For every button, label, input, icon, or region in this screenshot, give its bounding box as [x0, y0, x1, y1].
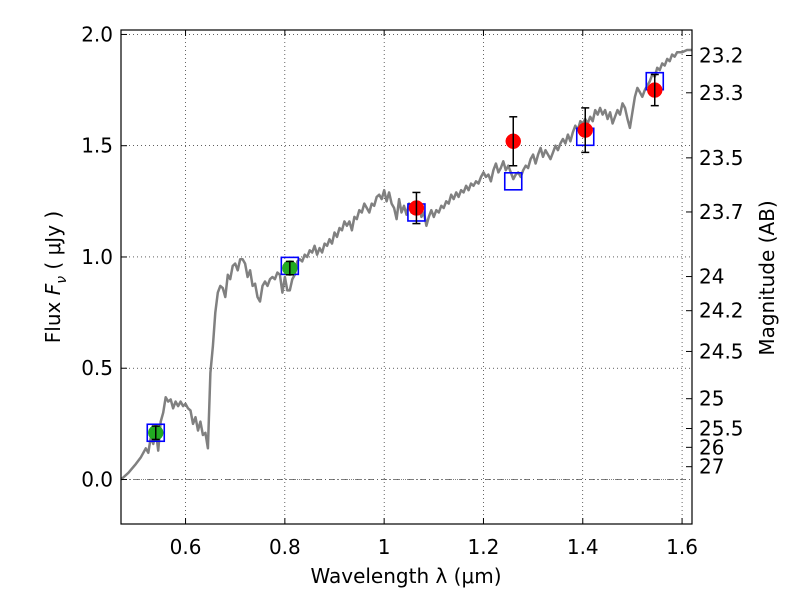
magnitude-axis-label: Magnitude (AB) — [755, 200, 779, 355]
model-photometry-square — [503, 172, 523, 191]
model-photometry-square — [146, 423, 166, 443]
y-axis-label-sub: ν — [54, 276, 70, 284]
x-tick-label: 0.6 — [170, 535, 202, 559]
x-tick-label: 0.8 — [269, 535, 301, 559]
x-tick-label: 1.6 — [666, 535, 698, 559]
spectrum-layer — [121, 48, 692, 481]
magnitude-tick-label: 24.5 — [699, 339, 744, 363]
magnitude-tick-label: 24.2 — [699, 299, 744, 323]
magnitude-tick-label: 23.5 — [699, 146, 744, 170]
magnitude-tick-label: 23.3 — [699, 81, 744, 105]
magnitude-tick-label: 26 — [699, 435, 724, 459]
y-tick-label: 0.0 — [81, 467, 113, 491]
y-axis-ticks: 0.0 0.5 1.0 1.5 2.0 — [81, 22, 127, 491]
grid-lines — [121, 30, 692, 524]
plot-area — [121, 48, 692, 481]
magnitude-tick-label: 27 — [699, 455, 724, 479]
model-spectrum-line — [121, 48, 692, 481]
y-axis-label-post: ( μJy ) — [41, 211, 65, 276]
magnitude-tick-label: 23.7 — [699, 200, 744, 224]
x-tick-label: 1.2 — [468, 535, 500, 559]
y-tick-label: 2.0 — [81, 22, 113, 46]
x-axis-ticks: 0.6 0.8 1 1.2 1.4 1.6 — [170, 30, 698, 559]
magnitude-tick-label: 24 — [699, 265, 724, 289]
x-axis-label: Wavelength λ (μm) — [310, 564, 501, 588]
magnitude-tick-label: 25.5 — [699, 417, 744, 441]
y-axis-label: Flux Fν ( μJy ) — [41, 211, 70, 343]
observed-photometry-layer — [148, 73, 663, 441]
x-tick-label: 1 — [378, 535, 391, 559]
y-tick-label: 1.0 — [81, 245, 113, 269]
y-axis-label-var: F — [41, 283, 65, 295]
plot-frame — [120, 29, 693, 525]
y-axis-label-pre: Flux — [41, 295, 65, 343]
y-tick-label: 0.5 — [81, 356, 113, 380]
y-tick-label: 1.5 — [81, 134, 113, 158]
magnitude-tick-label: 23.2 — [699, 43, 744, 67]
x-tick-label: 1.4 — [567, 535, 599, 559]
magnitude-tick-label: 25 — [699, 387, 724, 411]
